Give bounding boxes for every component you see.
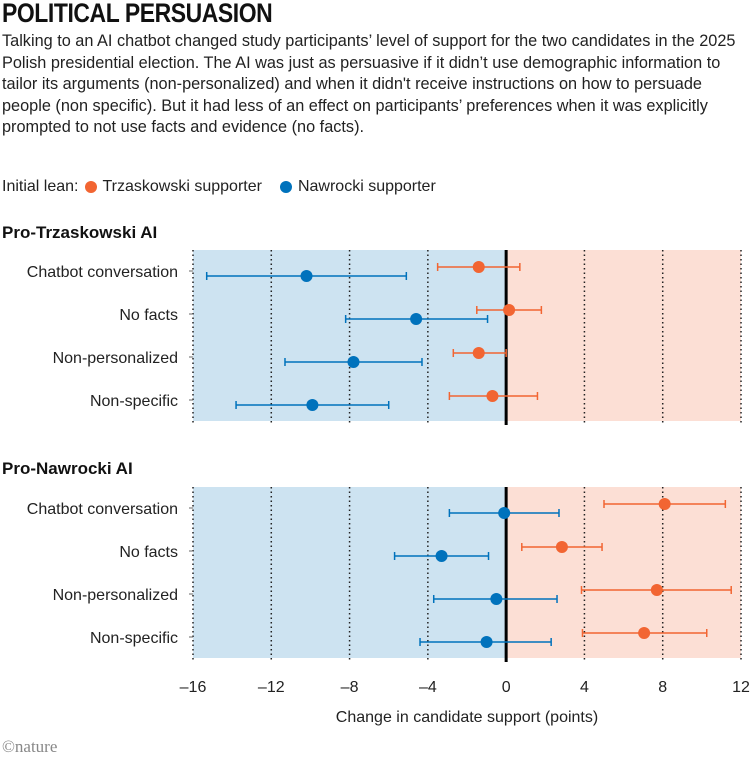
- trzaskowski-point: [650, 584, 663, 596]
- legend-marker-nawrocki: [279, 181, 292, 193]
- nawrocki-point: [435, 550, 448, 562]
- nawrocki-point: [410, 313, 423, 325]
- trzaskowski-point: [658, 498, 671, 510]
- nawrocki-point: [490, 593, 503, 605]
- row-label: Non-personalized: [53, 587, 178, 604]
- nawrocki-point: [306, 399, 319, 411]
- row-label: No facts: [119, 544, 178, 561]
- legend-marker-trzaskowski: [84, 181, 97, 193]
- trzaskowski-point: [503, 304, 516, 316]
- x-tick-label: –4: [419, 679, 437, 696]
- panel-title: Pro-Trzaskowski AI: [2, 223, 157, 242]
- nawrocki-point: [347, 356, 360, 368]
- trzaskowski-point: [486, 390, 499, 402]
- nawrocki-point: [498, 507, 511, 519]
- legend-item-trzaskowski: Trzaskowski supporter: [102, 178, 262, 195]
- x-tick-label: –16: [180, 679, 207, 696]
- trzaskowski-point: [472, 347, 485, 359]
- row-label: Chatbot conversation: [27, 264, 178, 281]
- x-tick-label: 4: [580, 679, 589, 696]
- trzaskowski-point: [638, 627, 651, 639]
- trzaskowski-point: [555, 541, 568, 553]
- x-tick-label: –8: [341, 679, 359, 696]
- nawrocki-point: [300, 270, 313, 282]
- x-tick-label: –12: [258, 679, 285, 696]
- figure-subtitle: Talking to an AI chatbot changed study p…: [2, 32, 736, 136]
- legend-item-nawrocki: Nawrocki supporter: [297, 178, 436, 195]
- trzaskowski-region: [506, 487, 741, 658]
- row-label: Non-specific: [90, 393, 178, 410]
- row-label: No facts: [119, 307, 178, 324]
- figure-title: POLITICAL PERSUASION: [2, 0, 273, 28]
- trzaskowski-region: [506, 250, 741, 421]
- x-axis-label: Change in candidate support (points): [336, 709, 598, 726]
- legend: Initial lean: Trzaskowski supporter Nawr…: [2, 178, 436, 196]
- x-tick-label: 8: [658, 679, 667, 696]
- trzaskowski-point: [472, 261, 485, 273]
- row-label: Non-personalized: [53, 350, 178, 367]
- panel-title: Pro-Nawrocki AI: [2, 459, 133, 478]
- legend-label: Initial lean:: [2, 178, 79, 195]
- row-label: Chatbot conversation: [27, 501, 178, 518]
- row-label: Non-specific: [90, 630, 178, 647]
- x-tick-label: 12: [732, 679, 750, 696]
- nature-logo: ©nature: [2, 737, 58, 756]
- x-tick-label: 0: [502, 679, 511, 696]
- nawrocki-point: [480, 636, 493, 648]
